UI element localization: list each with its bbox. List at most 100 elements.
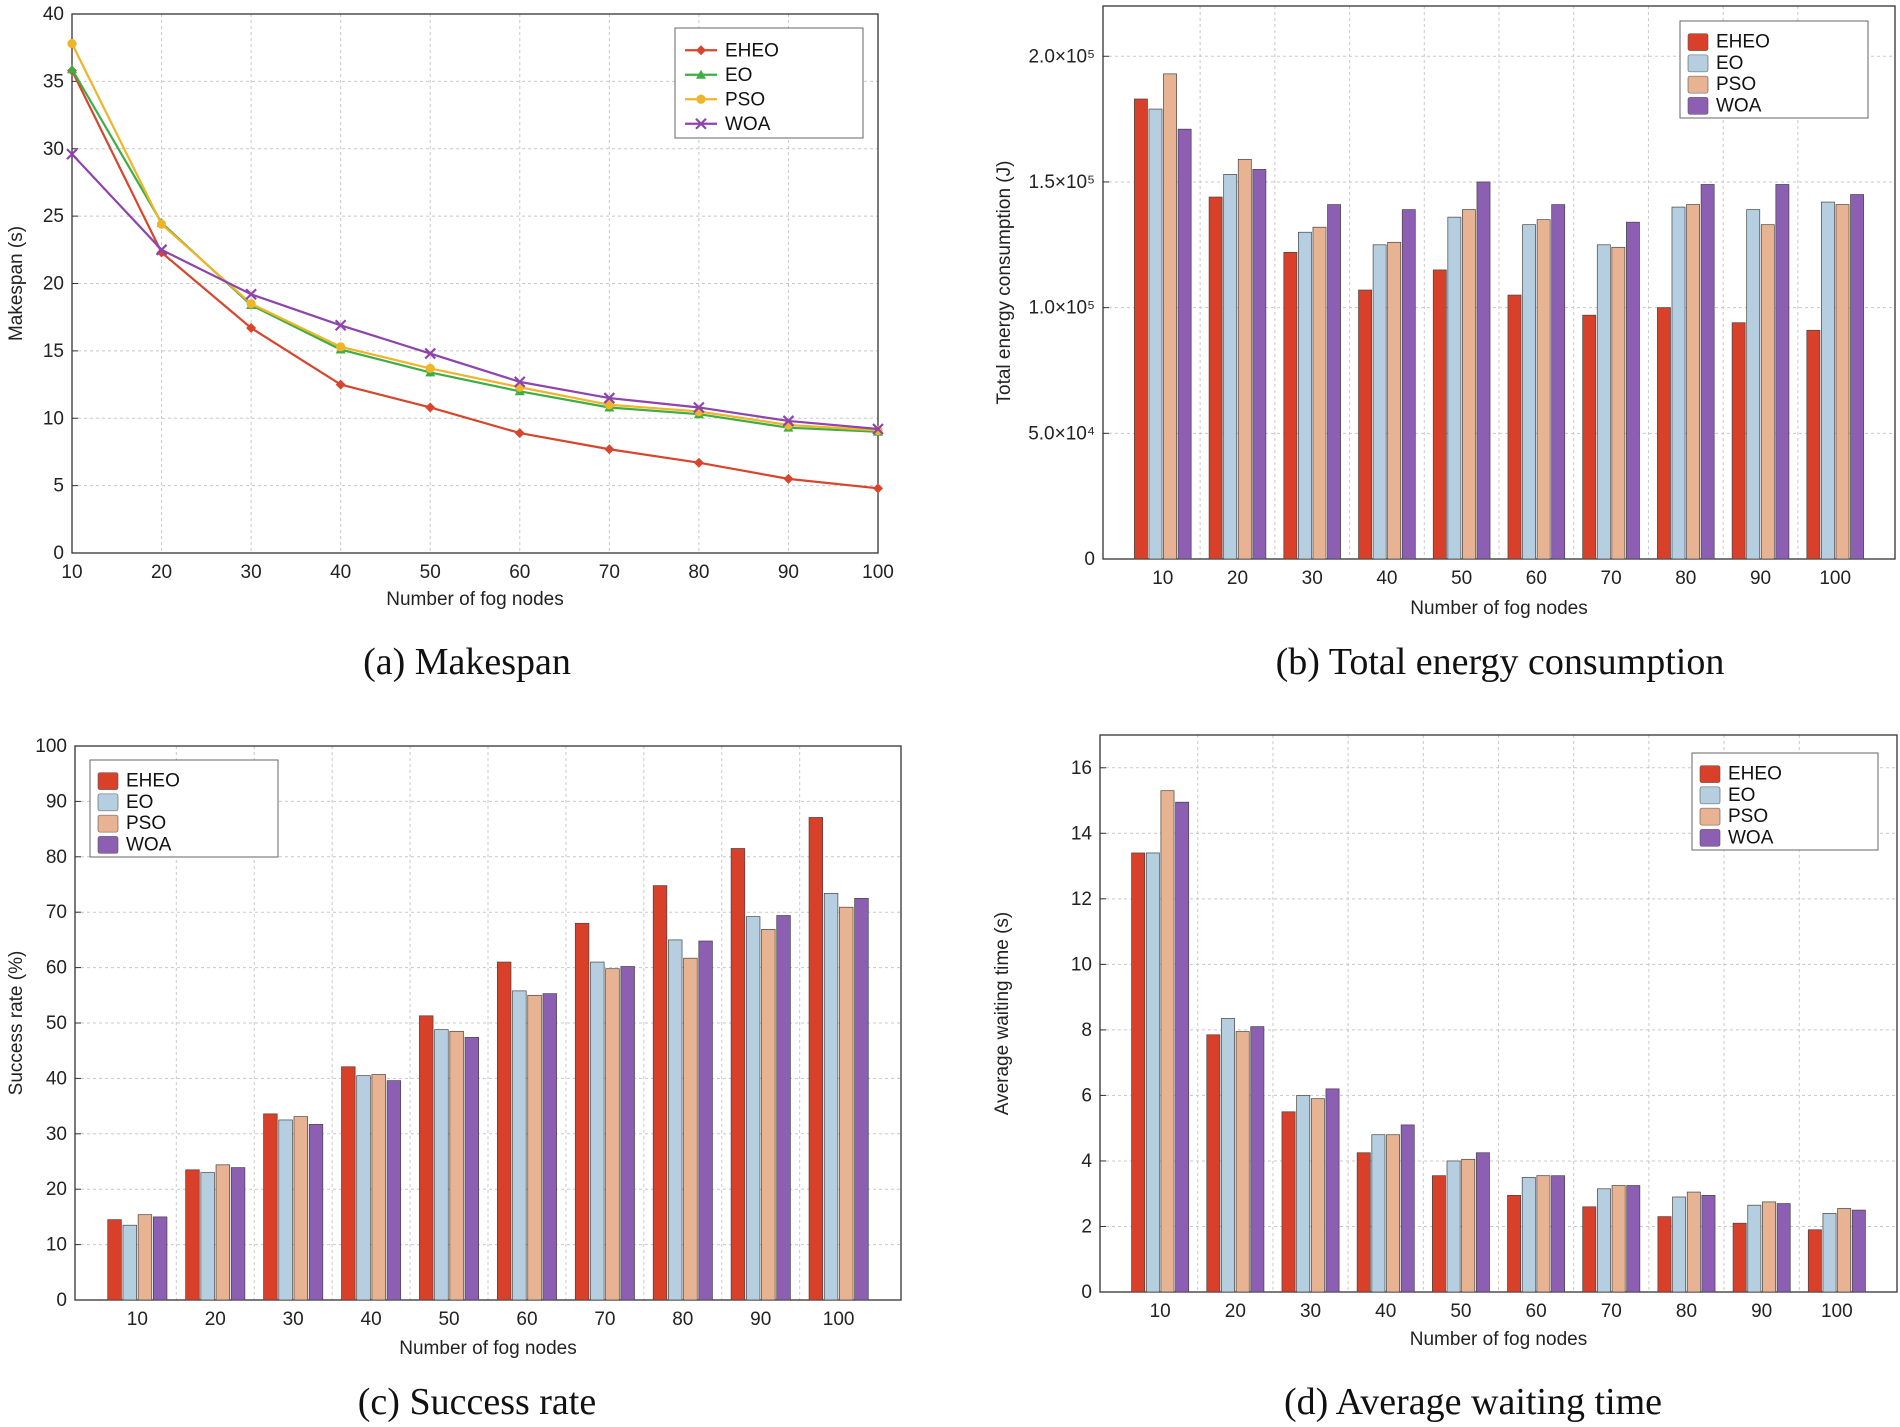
legend-label: WOA [1716,95,1762,116]
bar-eo [1597,1188,1611,1293]
data-point-eheo [693,457,704,468]
panel-d-waiting-time-chart: 0 2 4 6 8 10 12 14 16 10 20 30 40 50 60 70 80 90 100 EHEOEO… [992,734,1898,1423]
legend-label: PSO [126,813,166,834]
bar-pso [1160,790,1175,1293]
plot-frame [1102,5,1896,560]
data-point-pso [425,363,435,373]
x-tick-label: 10 [1152,568,1173,589]
bar-eo [1298,231,1312,560]
bar-eheo [1507,1194,1522,1293]
bar-eheo [730,848,746,1301]
x-tick-label: 90 [1750,568,1771,589]
bar-eo [1522,224,1536,560]
legend-marker [696,45,706,56]
data-point-woa [334,319,347,332]
data-point-eheo [604,444,615,455]
bar-pso [1387,241,1402,560]
bar-eo [1447,216,1462,560]
bar-eo [1822,1213,1837,1293]
legend-swatch [1699,786,1721,805]
y-tick-label: 50 [46,1013,67,1034]
bar-pso [605,968,620,1301]
data-point-pso [246,299,256,309]
data-point-eheo [425,402,436,413]
bar-pso [449,1030,464,1301]
bar-eheo [419,1015,434,1301]
y-tick-label: 8 [1081,1020,1092,1041]
series-line-pso [71,43,879,432]
legend-swatch [1699,807,1721,826]
bar-woa [1177,128,1192,560]
data-point-eheo [783,473,794,484]
bar-eheo [1582,1206,1597,1293]
bar-eheo [1582,314,1597,560]
x-tick-label: 70 [1601,568,1622,589]
x-tick-label: 10 [127,1309,148,1330]
y-tick-label: 80 [46,847,67,868]
data-point-woa [872,423,884,435]
bar-eo [278,1119,293,1301]
x-tick-label: 80 [672,1309,693,1330]
plot-frame [1099,734,1898,1293]
legend-swatch [97,814,119,833]
bar-woa [1851,1209,1866,1293]
bar-woa [230,1167,246,1301]
legend-swatch [1687,54,1709,73]
y-axis-label: Average waiting time (s) [992,912,1013,1115]
bar-eheo [497,961,512,1301]
x-tick-label: 80 [688,562,709,583]
figure-caption: (d) Average waiting time [1284,1381,1662,1423]
bar-eo [1747,1204,1762,1293]
y-tick-label: 25 [43,206,64,227]
bar-eheo [1507,294,1522,560]
bar-eheo [1206,1034,1221,1293]
x-axis-label: Number of fog nodes [1410,1329,1587,1350]
bar-eheo [1431,1175,1446,1293]
x-tick-label: 70 [1601,1301,1622,1322]
figure-caption: (a) Makespan [363,641,571,683]
bar-eheo [341,1066,356,1301]
legend-label: EHEO [725,40,779,61]
bar-pso [1536,1175,1551,1293]
y-tick-label: 30 [46,1124,67,1145]
x-axis-label: Number of fog nodes [386,589,563,610]
bar-pso [1686,204,1700,560]
legend-swatch [1699,829,1721,847]
bar-eheo [1657,307,1671,560]
x-tick-label: 50 [1451,568,1472,589]
data-point-eheo [246,322,257,333]
legend-swatch [1687,33,1709,51]
bar-pso [371,1074,386,1301]
legend-label: PSO [1716,74,1756,95]
bar-eo [200,1172,215,1301]
bar-eheo [1134,98,1148,560]
panel-a-makespan-chart: 0 5 10 15 20 25 30 35 40 10 20 30 40 50 60 70 80 90 100 EHE… [6,4,894,683]
legend-label: EHEO [126,771,180,792]
bar-pso [761,929,776,1301]
bar-pso [1536,219,1551,560]
bar-eo [356,1075,371,1301]
y-tick-label: 0 [56,1290,67,1311]
x-tick-label: 90 [1751,1301,1772,1322]
bar-eheo [185,1169,200,1301]
data-point-pso [336,342,346,352]
bar-woa [1250,1026,1265,1293]
bar-eo [1223,174,1238,560]
bar-eo [1596,244,1611,560]
bar-woa [1475,1152,1490,1293]
x-tick-label: 90 [778,562,799,583]
bar-eheo [574,922,590,1301]
x-tick-label: 30 [1302,568,1323,589]
legend-label: EHEO [1716,32,1770,53]
legend-label: WOA [725,114,771,135]
bar-pso [1762,1201,1776,1293]
y-tick-label: 0 [53,543,64,564]
y-tick-label: 0 [1084,549,1095,570]
bar-woa [1850,194,1864,560]
legend-label: EO [1728,785,1755,806]
bar-woa [620,966,635,1301]
x-axis-label: Number of fog nodes [1410,598,1587,619]
bar-pso [1237,158,1252,560]
bar-eo [1446,1160,1461,1293]
bar-pso [1312,226,1327,560]
